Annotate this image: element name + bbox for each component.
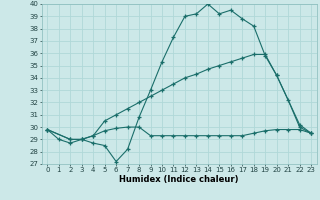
X-axis label: Humidex (Indice chaleur): Humidex (Indice chaleur) <box>119 175 239 184</box>
